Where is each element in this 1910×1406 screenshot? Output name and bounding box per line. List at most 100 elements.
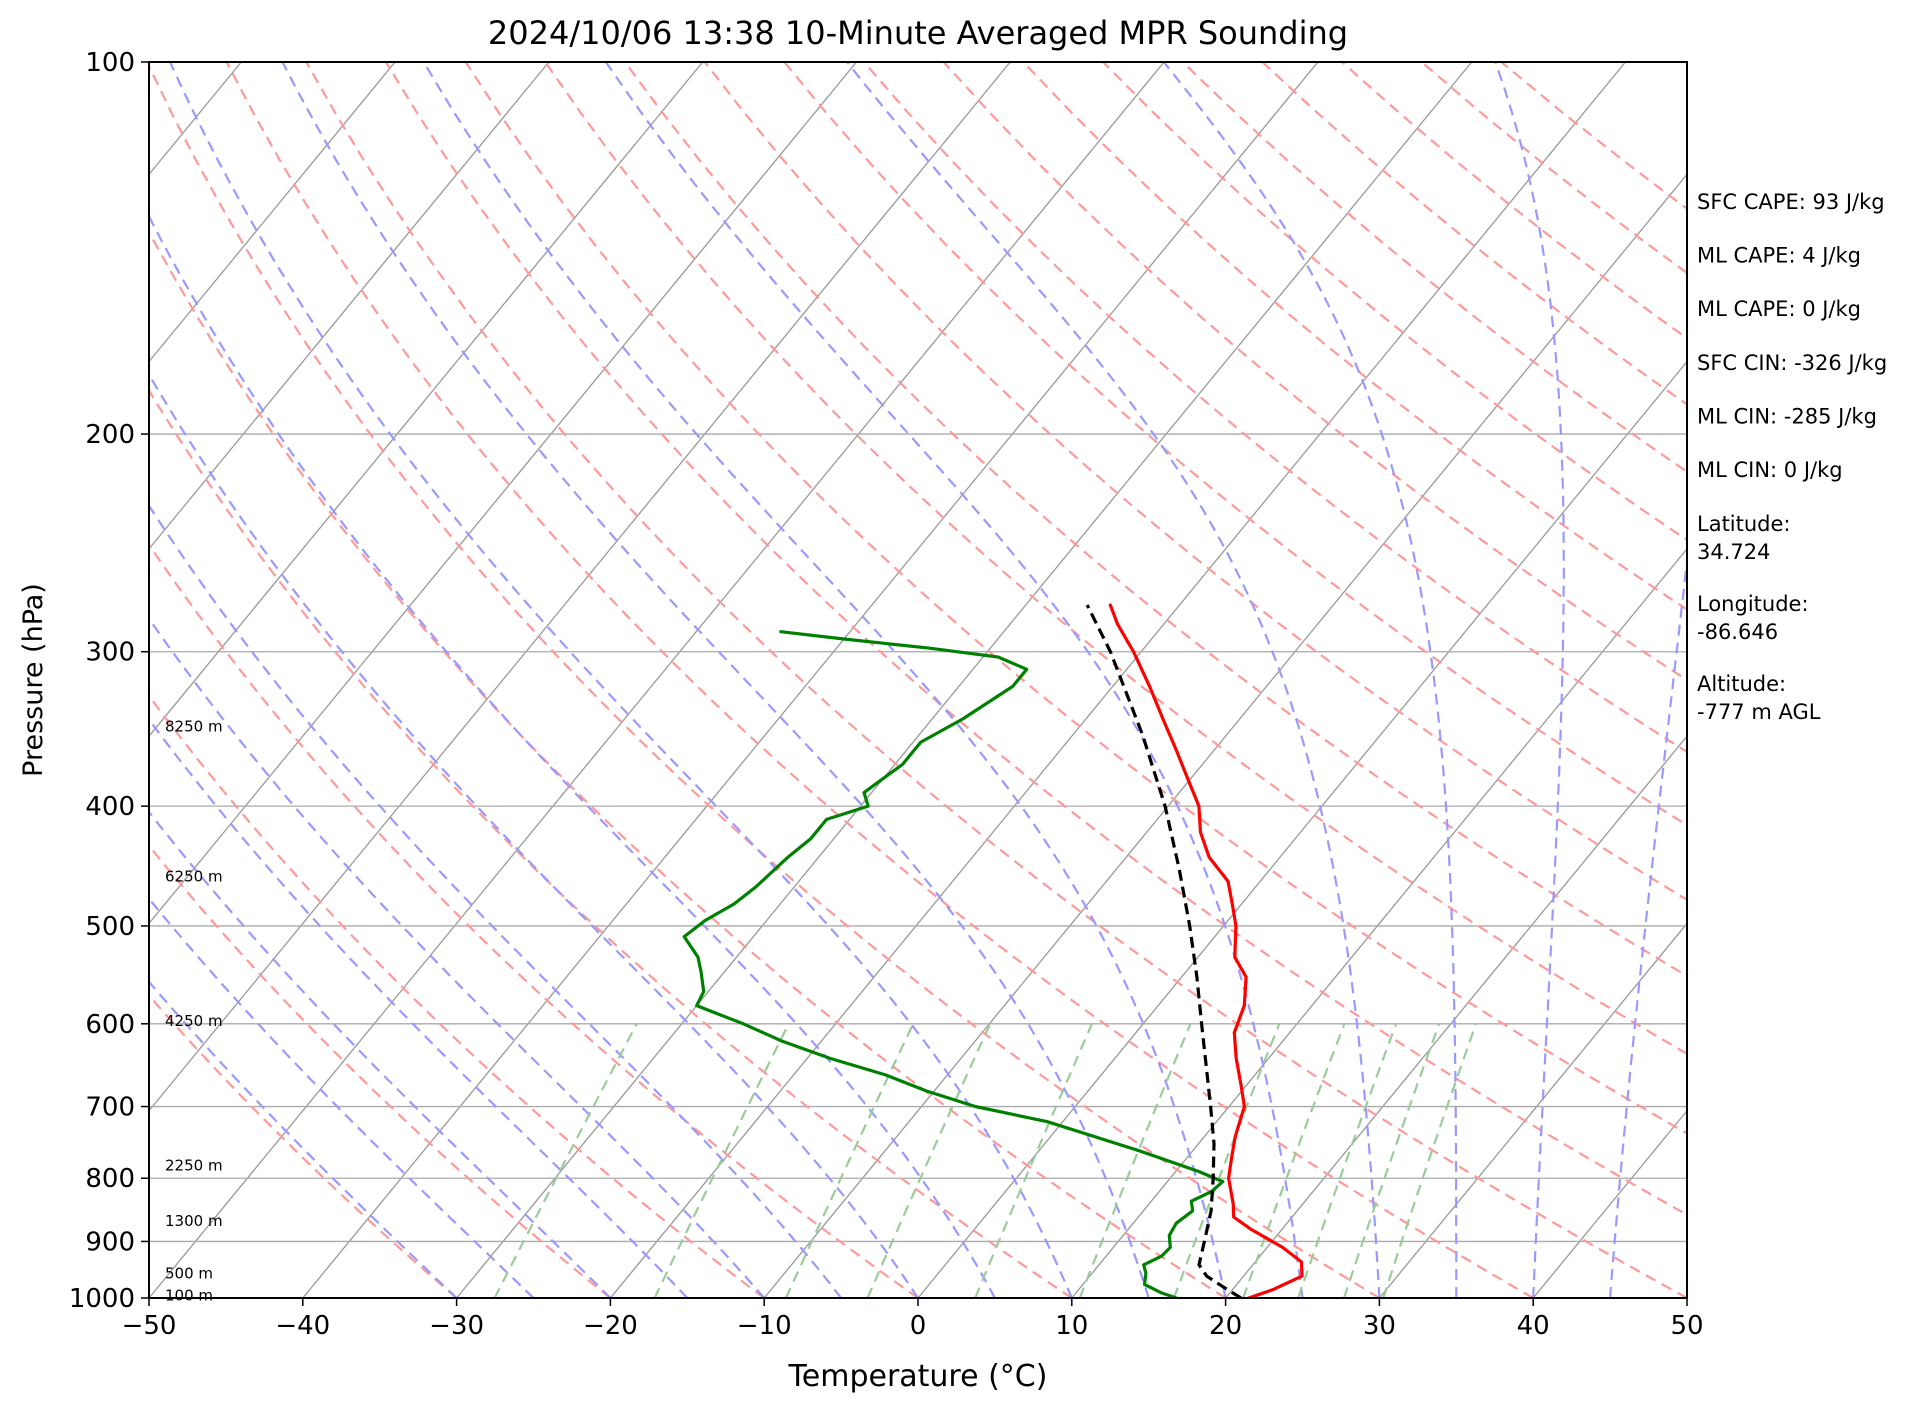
isotherm-line xyxy=(149,62,704,738)
y-axis: 100 200 300 400 500 600 700 800 900 1000 xyxy=(69,48,149,1314)
x-tick-label: −50 xyxy=(122,1311,177,1341)
dry-adiabat-line xyxy=(385,62,1687,1216)
dry-adiabat-line xyxy=(149,542,919,1298)
isotherm-line xyxy=(149,62,1011,1112)
location-label: Latitude: xyxy=(1697,512,1791,536)
isotherm-line xyxy=(609,62,1626,1298)
isotherm-line xyxy=(149,62,1165,1298)
sounding-index: ML CIN: -285 J/kg xyxy=(1697,404,1877,428)
x-tick-label: −30 xyxy=(429,1311,484,1341)
location-value: 34.724 xyxy=(1697,540,1770,564)
moist-adiabat-line xyxy=(149,810,612,1298)
chart-title: 2024/10/06 13:38 10-Minute Averaged MPR … xyxy=(488,14,1348,52)
isotherm-line xyxy=(149,62,857,925)
moist-adiabat-line xyxy=(149,616,766,1298)
moist-adiabat-line xyxy=(1494,62,1565,1298)
x-axis-label: Temperature (°C) xyxy=(788,1359,1048,1394)
moist-adiabat-line xyxy=(149,897,535,1298)
moist-adiabat-line xyxy=(149,980,458,1298)
x-tick-label: 30 xyxy=(1363,1311,1396,1341)
dry-adiabat-line xyxy=(149,694,765,1298)
dry-adiabat-line xyxy=(305,62,1687,1298)
dry-adiabat-line xyxy=(464,62,1687,1135)
mixing-ratio-line xyxy=(866,1023,992,1298)
mixing-ratio-line xyxy=(1078,1023,1192,1298)
y-tick-label: 1000 xyxy=(69,1284,135,1314)
moist-adiabat-line xyxy=(149,372,919,1298)
moist-adiabat-line xyxy=(422,62,1227,1298)
mixing-ratio-line xyxy=(1297,1023,1398,1298)
mixing-ratio-line xyxy=(1382,1023,1477,1298)
mixing-ratio-line xyxy=(493,1023,638,1298)
dry-adiabat-line xyxy=(544,62,1687,1056)
mixing-ratio-line xyxy=(1342,1023,1441,1298)
mixing-ratio-line xyxy=(1242,1023,1346,1298)
moist-adiabat-line xyxy=(169,62,1073,1298)
height-label: 2250 m xyxy=(165,1156,223,1174)
mixing-ratio-line xyxy=(784,1023,915,1298)
x-tick-label: 20 xyxy=(1209,1311,1242,1341)
location-value: -86.646 xyxy=(1697,620,1778,644)
dry-adiabat-line xyxy=(149,388,1073,1298)
mixing-ratio-line xyxy=(653,1023,790,1298)
x-tick-label: 10 xyxy=(1055,1311,1088,1341)
isotherm-line xyxy=(302,62,1319,1298)
sounding-indices-panel: SFC CAPE: 93 J/kg ML CAPE: 4 J/kg ML CAPE:… xyxy=(1697,190,1887,724)
dry-adiabat-line xyxy=(624,62,1687,978)
moist-adiabat-line xyxy=(149,717,689,1298)
plot-area xyxy=(149,62,1687,1298)
dry-adiabat-line xyxy=(149,993,458,1298)
dry-adiabat-line xyxy=(149,844,612,1298)
dry-adiabat-line xyxy=(1022,62,1687,611)
height-label: 8250 m xyxy=(165,718,223,736)
x-tick-label: −10 xyxy=(737,1311,792,1341)
sounding-index: ML CIN: 0 J/kg xyxy=(1697,458,1843,482)
x-tick-label: 50 xyxy=(1670,1311,1703,1341)
moist-adiabat-line xyxy=(149,503,842,1298)
y-tick-label: 900 xyxy=(85,1227,135,1257)
parcel-line xyxy=(1085,604,1242,1298)
x-tick-label: 40 xyxy=(1517,1311,1550,1341)
sounding-index: ML CAPE: 4 J/kg xyxy=(1697,244,1861,268)
location-label: Altitude: xyxy=(1697,672,1786,696)
x-tick-label: 0 xyxy=(910,1311,927,1341)
moist-adiabat-line xyxy=(149,214,996,1298)
height-label: 500 m xyxy=(165,1264,213,1282)
isotherm-line xyxy=(1378,922,1687,1298)
y-tick-label: 700 xyxy=(85,1093,135,1123)
isotherm-line xyxy=(149,62,550,550)
moist-adiabat-line xyxy=(604,62,1304,1298)
isotherm-line xyxy=(1225,735,1687,1298)
isotherm-line xyxy=(917,360,1687,1298)
dewpoint-line xyxy=(682,630,1225,1298)
y-tick-label: 800 xyxy=(85,1164,135,1194)
sounding-index: SFC CAPE: 93 J/kg xyxy=(1697,190,1885,214)
mixing-ratio-line xyxy=(1172,1023,1281,1298)
dry-adiabat-line xyxy=(783,62,1687,827)
height-labels: 100 m 500 m 1300 m 2250 m 4250 m 6250 m 8250 m xyxy=(165,718,223,1305)
location-label: Longitude: xyxy=(1697,592,1809,616)
dry-adiabat-line xyxy=(149,63,1380,1298)
height-label: 1300 m xyxy=(165,1212,223,1230)
y-axis-label: Pressure (hPa) xyxy=(18,583,49,777)
y-tick-label: 500 xyxy=(85,912,135,942)
sounding-index: SFC CIN: -326 J/kg xyxy=(1697,351,1887,375)
mixing-ratio-line xyxy=(974,1023,1094,1298)
dry-adiabat-line xyxy=(149,229,1227,1298)
height-label: 6250 m xyxy=(165,867,223,885)
y-tick-label: 300 xyxy=(85,638,135,668)
y-tick-label: 400 xyxy=(85,792,135,822)
y-tick-label: 600 xyxy=(85,1010,135,1040)
location-value: -777 m AGL xyxy=(1697,700,1821,724)
isotherm-line xyxy=(149,62,396,363)
height-label: 4250 m xyxy=(165,1012,223,1030)
x-tick-label: −20 xyxy=(583,1311,638,1341)
x-axis: −50 −40 −30 −20 −10 0 10 20 30 40 50 xyxy=(122,1298,1704,1341)
dry-adiabat-line xyxy=(225,62,1534,1298)
y-tick-label: 100 xyxy=(85,48,135,78)
height-label: 100 m xyxy=(165,1286,213,1304)
temperature-line xyxy=(1108,603,1304,1298)
x-tick-label: −40 xyxy=(275,1311,330,1341)
y-tick-label: 200 xyxy=(85,420,135,450)
